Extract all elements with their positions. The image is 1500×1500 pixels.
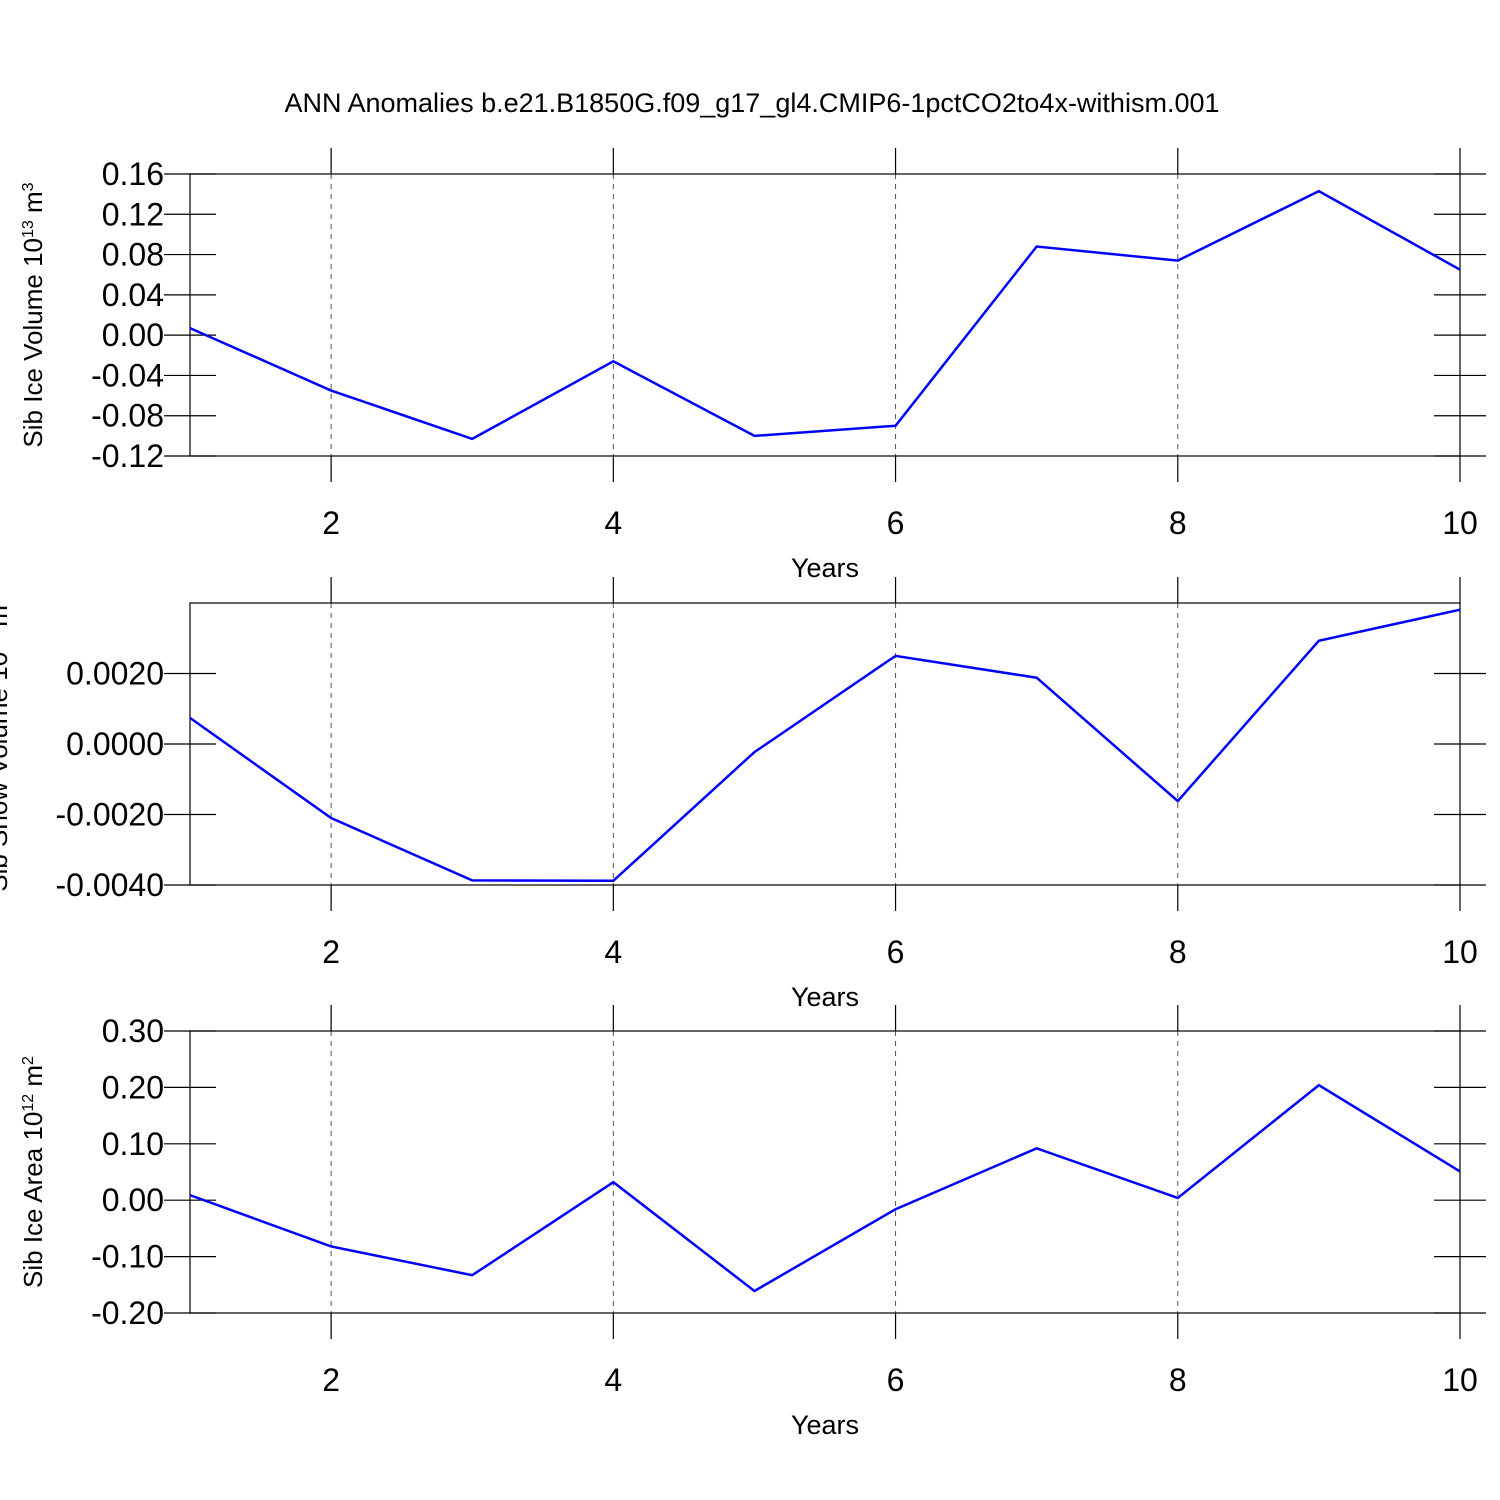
y-tick-label: 0.12 xyxy=(102,196,164,232)
x-tick-label: 4 xyxy=(604,934,622,970)
y-axis-label: Sib Snow Volume 1013 m3 xyxy=(0,596,13,892)
y-axis-label-superscript: 13 xyxy=(0,634,2,652)
y-tick-label: 0.00 xyxy=(102,1182,164,1218)
plot-frame xyxy=(189,173,1461,457)
x-tick-label: 10 xyxy=(1442,1362,1478,1398)
x-tick-label: 6 xyxy=(887,934,905,970)
y-tick-label: -0.20 xyxy=(91,1295,164,1331)
y-axis-label-part: Sib Ice Area 10 xyxy=(18,1112,48,1288)
y-tick-label: -0.12 xyxy=(91,438,164,474)
y-axis-label-part: Sib Snow Volume 10 xyxy=(0,652,13,892)
y-axis-label-part: m xyxy=(18,191,48,220)
y-axis-label-part: m xyxy=(0,605,13,634)
y-tick-label: 0.10 xyxy=(102,1126,164,1162)
x-tick-label: 6 xyxy=(887,505,905,541)
x-axis-label: Years xyxy=(791,553,859,583)
y-tick-label: -0.10 xyxy=(91,1239,164,1275)
y-tick-label: 0.30 xyxy=(102,1013,164,1049)
y-axis-label-superscript: 2 xyxy=(20,1056,37,1065)
x-axis-label: Years xyxy=(791,982,859,1012)
y-tick-label: 0.0020 xyxy=(66,656,164,692)
plot-frame xyxy=(189,602,1461,886)
data-line xyxy=(189,189,1461,441)
y-tick-label: 0.04 xyxy=(102,277,164,313)
x-tick-label: 2 xyxy=(322,505,340,541)
x-tick-label: 8 xyxy=(1169,505,1187,541)
x-tick-label: 10 xyxy=(1442,505,1478,541)
y-axis-label-superscript: 3 xyxy=(20,182,37,191)
y-tick-label: 0.08 xyxy=(102,237,164,273)
y-axis-label: Sib Ice Area 1012 m2 xyxy=(18,1056,48,1288)
y-tick-label: 0.0000 xyxy=(66,726,164,762)
x-tick-label: 4 xyxy=(604,505,622,541)
x-axis-label: Years xyxy=(791,1410,859,1440)
x-tick-label: 8 xyxy=(1169,934,1187,970)
plot-frame xyxy=(189,1030,1461,1314)
data-line xyxy=(189,608,1461,883)
y-tick-label: 0.20 xyxy=(102,1069,164,1105)
x-tick-label: 2 xyxy=(322,1362,340,1398)
x-tick-label: 2 xyxy=(322,934,340,970)
x-tick-label: 8 xyxy=(1169,1362,1187,1398)
y-tick-label: -0.0040 xyxy=(55,867,164,903)
y-axis-label-superscript: 3 xyxy=(0,596,2,605)
x-tick-label: 10 xyxy=(1442,934,1478,970)
data-line xyxy=(189,1083,1461,1293)
x-tick-label: 6 xyxy=(887,1362,905,1398)
y-axis-label-part: Sib Ice Volume 10 xyxy=(18,238,48,448)
y-axis-label: Sib Ice Volume 1013 m3 xyxy=(18,182,48,447)
y-axis-label-superscript: 13 xyxy=(20,220,37,238)
y-tick-label: -0.08 xyxy=(91,398,164,434)
y-axis-label-part: m xyxy=(18,1065,48,1094)
x-tick-label: 4 xyxy=(604,1362,622,1398)
y-axis-label-superscript: 12 xyxy=(20,1094,37,1112)
y-tick-label: 0.16 xyxy=(102,156,164,192)
y-tick-label: -0.0020 xyxy=(55,797,164,833)
chart-title: ANN Anomalies b.e21.B1850G.f09_g17_gl4.C… xyxy=(284,88,1219,118)
y-tick-label: -0.04 xyxy=(91,357,164,393)
y-tick-label: 0.00 xyxy=(102,317,164,353)
